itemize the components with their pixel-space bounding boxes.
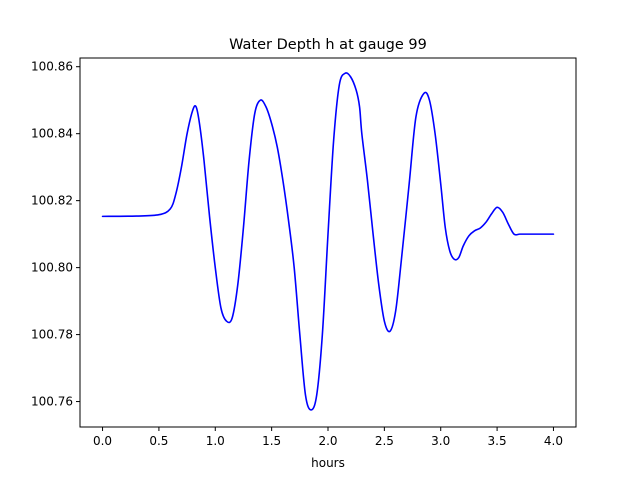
x-tick-label: 1.0 <box>206 434 225 448</box>
x-tick-label: 0.0 <box>93 434 112 448</box>
plot-marks <box>101 72 555 411</box>
y-tick-label: 100.78 <box>31 328 73 342</box>
x-tick-label: 2.5 <box>375 434 394 448</box>
y-tick-label: 100.80 <box>31 261 73 275</box>
series-line-0 <box>101 72 555 411</box>
x-tick-label: 2.0 <box>318 434 337 448</box>
x-tick-label: 1.5 <box>262 434 281 448</box>
y-tick-label: 100.82 <box>31 194 73 208</box>
x-tick-label: 3.0 <box>431 434 450 448</box>
x-axis-label: hours <box>311 456 345 470</box>
x-axis: 0.0 0.5 1.0 1.5 2.0 2.5 3.0 3.5 4.0 <box>93 427 563 448</box>
x-tick-label: 3.5 <box>488 434 507 448</box>
x-tick-label: 4.0 <box>544 434 563 448</box>
y-tick-label: 100.76 <box>31 395 73 409</box>
y-axis: 100.76 100.78 100.80 100.82 100.84 100.86 <box>31 60 80 409</box>
x-tick-label: 0.5 <box>149 434 168 448</box>
y-tick-label: 100.84 <box>31 127 73 141</box>
y-tick-label: 100.86 <box>31 60 73 74</box>
chart-title: Water Depth h at gauge 99 <box>229 37 427 53</box>
